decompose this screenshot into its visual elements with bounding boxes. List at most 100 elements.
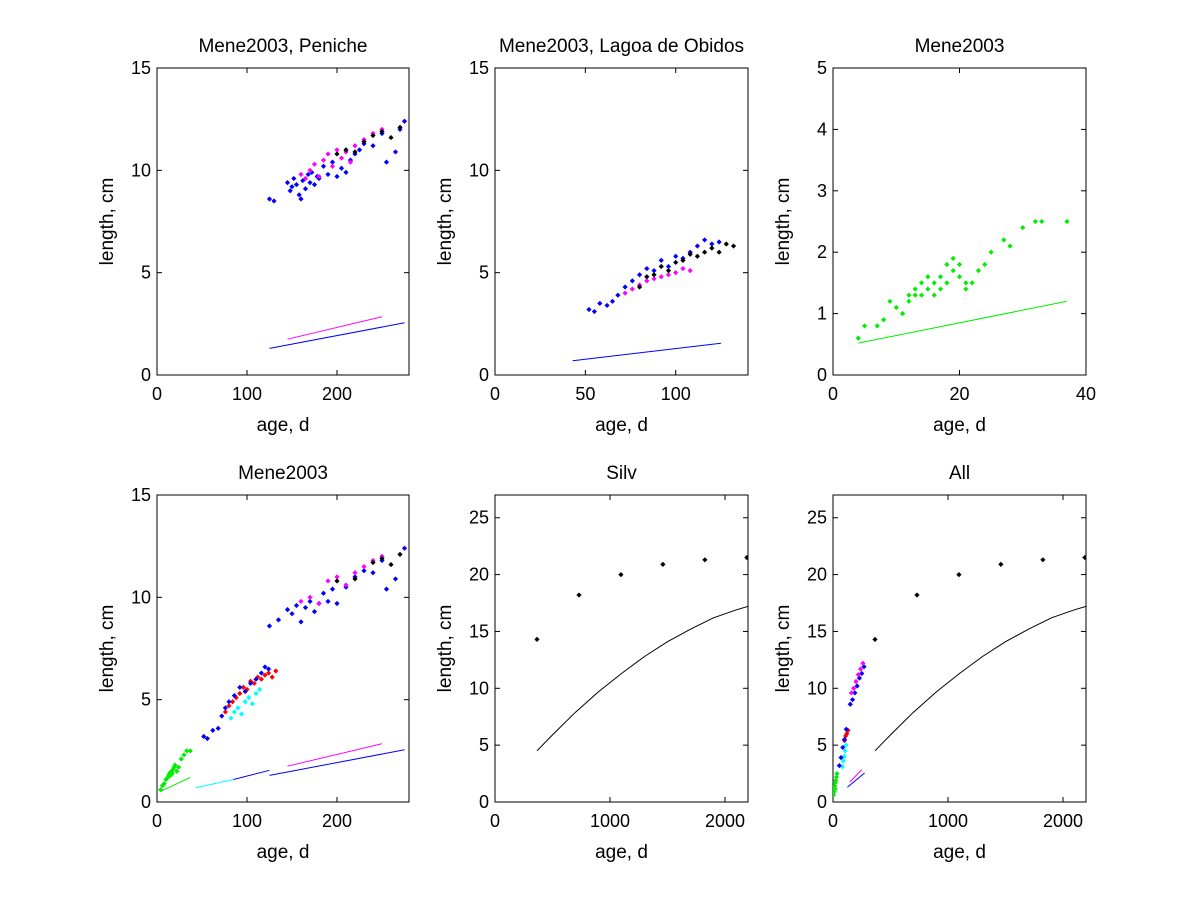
y-tick-label: 10 — [131, 587, 151, 607]
x-tick-label: 0 — [490, 811, 500, 831]
data-point — [370, 143, 376, 149]
data-point — [293, 182, 300, 188]
data-point — [833, 777, 839, 783]
data-point — [660, 561, 666, 567]
x-axis-label: age, d — [933, 842, 986, 863]
data-point — [320, 163, 327, 169]
data-point — [854, 683, 860, 689]
data-point — [383, 586, 390, 592]
x-tick-label: 100 — [232, 384, 262, 404]
data-point — [401, 545, 408, 551]
data-point — [352, 149, 358, 155]
data-point — [334, 147, 340, 153]
x-tick-label: 0 — [152, 384, 162, 404]
x-axis-label: age, d — [595, 842, 648, 863]
data-point — [334, 173, 340, 180]
data-point — [231, 692, 237, 699]
data-point — [988, 249, 994, 255]
data-point — [899, 311, 906, 317]
data-point — [723, 241, 729, 247]
data-point — [918, 280, 925, 286]
data-point — [161, 780, 167, 787]
y-tick-label: 0 — [141, 792, 151, 812]
axes-frame — [832, 67, 1087, 376]
data-point — [352, 143, 358, 149]
data-point — [944, 261, 950, 268]
data-point — [352, 570, 358, 576]
panel-all: 0 1000 2000 0 5 10 15 20 25 All age, d length, cm — [773, 463, 1087, 863]
axes-frame — [156, 67, 410, 376]
data-point — [305, 171, 311, 178]
data-point — [235, 705, 241, 711]
axes-frame — [832, 494, 1087, 803]
data-point — [843, 726, 849, 732]
data-point — [893, 304, 899, 311]
x-tick-label: 0 — [152, 811, 162, 831]
plot-area — [266, 118, 408, 349]
data-point — [226, 703, 232, 709]
series-line — [536, 605, 748, 752]
data-point — [709, 241, 715, 247]
data-point — [665, 272, 672, 278]
data-point — [1039, 218, 1045, 225]
data-point — [840, 744, 846, 751]
data-point — [874, 323, 880, 329]
panel-title: All — [949, 463, 970, 484]
data-point — [251, 680, 257, 686]
data-point — [849, 697, 856, 703]
data-point — [912, 286, 918, 292]
data-point — [730, 243, 737, 249]
data-point — [680, 265, 686, 272]
data-point — [269, 674, 275, 680]
data-point — [343, 582, 349, 588]
data-point — [316, 173, 322, 180]
data-point — [1032, 218, 1038, 225]
y-tick-label: 0 — [479, 792, 489, 812]
data-point — [187, 748, 193, 754]
series-line — [195, 779, 234, 789]
data-point — [636, 284, 643, 290]
data-point — [833, 774, 840, 780]
data-point — [325, 171, 331, 178]
data-point — [937, 286, 944, 292]
data-point — [956, 261, 963, 268]
series-line — [287, 743, 383, 767]
data-point — [841, 736, 848, 743]
data-point — [658, 263, 664, 270]
data-point — [302, 186, 309, 192]
data-point — [329, 586, 336, 592]
data-point — [242, 688, 248, 695]
panel-title: Mene2003, Peniche — [198, 36, 367, 57]
x-tick-label: 200 — [322, 811, 352, 831]
y-tick-label: 20 — [469, 565, 489, 585]
data-point — [848, 690, 854, 696]
data-point — [361, 139, 367, 145]
data-point — [266, 670, 272, 676]
data-point — [258, 676, 264, 682]
y-tick-label: 10 — [131, 160, 151, 180]
data-point — [316, 600, 322, 607]
data-point — [881, 317, 887, 323]
y-tick-label: 2 — [817, 242, 827, 262]
x-tick-label: 100 — [661, 384, 691, 404]
data-point — [658, 257, 664, 263]
data-point — [841, 753, 847, 760]
data-point — [694, 253, 700, 259]
data-point — [982, 261, 988, 268]
data-point — [329, 163, 336, 169]
panel-title: Silv — [606, 463, 637, 484]
data-point — [1020, 225, 1026, 231]
data-point — [307, 180, 313, 186]
data-point — [392, 576, 399, 582]
data-point — [253, 676, 259, 682]
data-point — [291, 175, 297, 182]
data-point — [969, 280, 975, 286]
panel-title: Mene2003, Lagoa de Obidos — [499, 36, 744, 57]
data-point — [845, 727, 851, 733]
data-point — [651, 276, 657, 282]
axes-frame — [494, 494, 749, 803]
data-point — [298, 171, 304, 178]
data-point — [872, 636, 878, 643]
data-point — [937, 274, 944, 280]
